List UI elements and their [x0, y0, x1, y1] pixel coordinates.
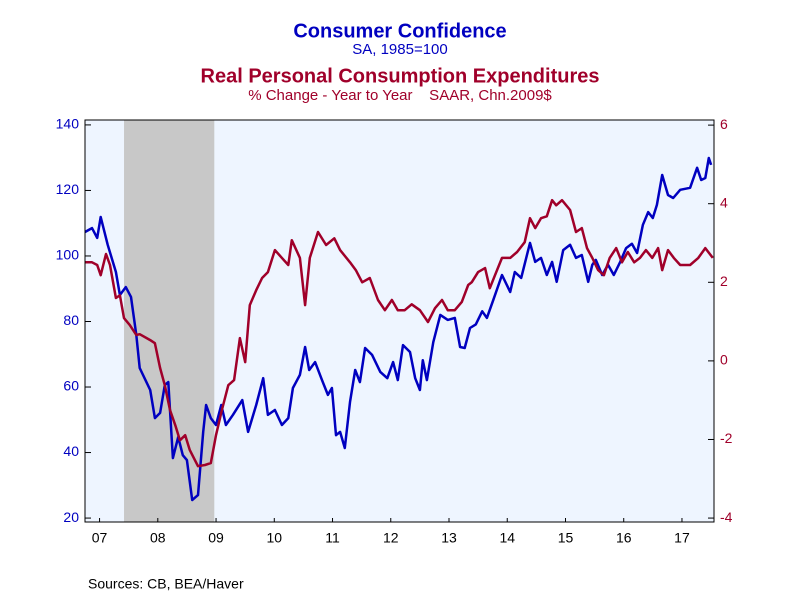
- x-tick-label: 10: [266, 530, 282, 546]
- chart-subtitle-2: % Change - Year to Year SAAR, Chn.2009$: [248, 87, 552, 104]
- chart-title-2: Real Personal Consumption Expenditures: [201, 65, 600, 87]
- y-tick-label: 100: [56, 247, 80, 263]
- chart-subtitle: SA, 1985=100: [352, 41, 448, 58]
- x-tick-label: 12: [383, 530, 399, 546]
- x-tick-label: 15: [558, 530, 574, 546]
- y-tick-label: 140: [56, 116, 80, 132]
- y2-tick-label: 6: [720, 116, 728, 132]
- x-tick-label: 13: [441, 530, 457, 546]
- x-tick-label: 16: [616, 530, 632, 546]
- x-tick-label: 11: [325, 530, 340, 546]
- y-tick-label: 40: [63, 443, 79, 459]
- source: Sources: CB, BEA/Haver: [88, 576, 244, 592]
- y-tick-label: 80: [63, 312, 79, 328]
- recession-band: [124, 120, 215, 522]
- series-line: [85, 198, 714, 468]
- x-tick-label: 09: [208, 530, 224, 546]
- chart-title: Consumer Confidence: [293, 20, 506, 42]
- y2-tick-label: 2: [720, 273, 728, 289]
- x-tick-label: 17: [674, 530, 690, 546]
- plot-border: [84, 119, 715, 523]
- x-tick-label: 08: [150, 530, 166, 546]
- series-line: [84, 156, 713, 502]
- y-tick-label: 120: [56, 181, 80, 197]
- y-tick-label: 20: [63, 509, 79, 525]
- x-tick-label: 07: [92, 530, 108, 546]
- y2-tick-label: -4: [720, 509, 733, 525]
- y-tick-label: 60: [63, 378, 79, 394]
- x-tick-label: 14: [499, 530, 515, 546]
- y2-tick-label: 4: [720, 194, 728, 210]
- y2-tick-label: -2: [720, 430, 733, 446]
- y2-tick-label: 0: [720, 352, 728, 368]
